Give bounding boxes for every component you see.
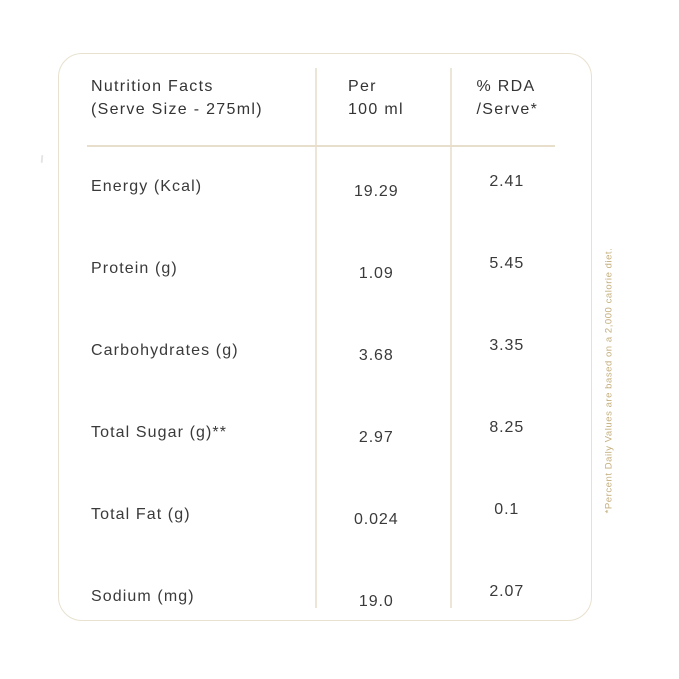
nutrient-label: Energy (Kcal)	[91, 178, 203, 195]
per-100ml-value: 0.024	[353, 511, 399, 528]
rda-per-serve-value: 2.07	[489, 583, 525, 600]
nutrient-label: Protein (g)	[91, 260, 178, 277]
table-body: Energy (Kcal) 19.29 2.41 Protein (g) 1.0…	[59, 146, 591, 638]
column-divider-2	[450, 68, 452, 608]
column-divider-1	[315, 68, 317, 608]
header-rda-line1: % RDA	[476, 78, 536, 95]
header-nutrition-facts: Nutrition Facts (Serve Size - 275ml)	[59, 54, 314, 146]
header-separator-line	[87, 145, 555, 147]
daily-values-footnote: *Percent Daily Values are based on a 2,0…	[603, 247, 615, 514]
header-rda-line2: /Serve*	[476, 101, 539, 118]
nutrient-label: Carbohydrates (g)	[91, 342, 239, 359]
rda-per-serve-value: 2.41	[489, 173, 525, 190]
header-title-line1: Nutrition Facts	[91, 78, 214, 95]
header-per-100ml: Per 100 ml	[314, 54, 449, 146]
nutrient-label: Total Fat (g)	[91, 506, 191, 523]
header-per-line2: 100 ml	[347, 101, 404, 118]
per-100ml-value: 19.0	[358, 593, 394, 610]
table-row-total-sugar: Total Sugar (g)** 2.97 8.25	[59, 392, 591, 474]
table-row-carbohydrates: Carbohydrates (g) 3.68 3.35	[59, 310, 591, 392]
per-100ml-value: 1.09	[358, 265, 394, 282]
nutrient-label: Total Sugar (g)**	[91, 424, 228, 441]
nutrition-facts-card: Nutrition Facts (Serve Size - 275ml) Per…	[58, 53, 592, 621]
header-per-line1: Per	[347, 78, 377, 95]
per-100ml-value: 19.29	[353, 183, 399, 200]
rda-per-serve-value: 3.35	[489, 337, 525, 354]
header-rda-serve: % RDA /Serve*	[449, 54, 591, 146]
per-100ml-value: 3.68	[358, 347, 394, 364]
rda-per-serve-value: 5.45	[489, 255, 525, 272]
table-row-energy: Energy (Kcal) 19.29 2.41	[59, 146, 591, 228]
header-title-line2: (Serve Size - 275ml)	[91, 101, 263, 118]
nutrient-label: Sodium (mg)	[91, 588, 195, 605]
table-row-sodium: Sodium (mg) 19.0 2.07	[59, 556, 591, 638]
table-row-total-fat: Total Fat (g) 0.024 0.1	[59, 474, 591, 556]
table-row-protein: Protein (g) 1.09 5.45	[59, 228, 591, 310]
rda-per-serve-value: 8.25	[489, 419, 525, 436]
scan-smudge-artifact	[40, 154, 44, 164]
per-100ml-value: 2.97	[358, 429, 394, 446]
rda-per-serve-value: 0.1	[494, 501, 520, 518]
table-header: Nutrition Facts (Serve Size - 275ml) Per…	[59, 54, 591, 146]
